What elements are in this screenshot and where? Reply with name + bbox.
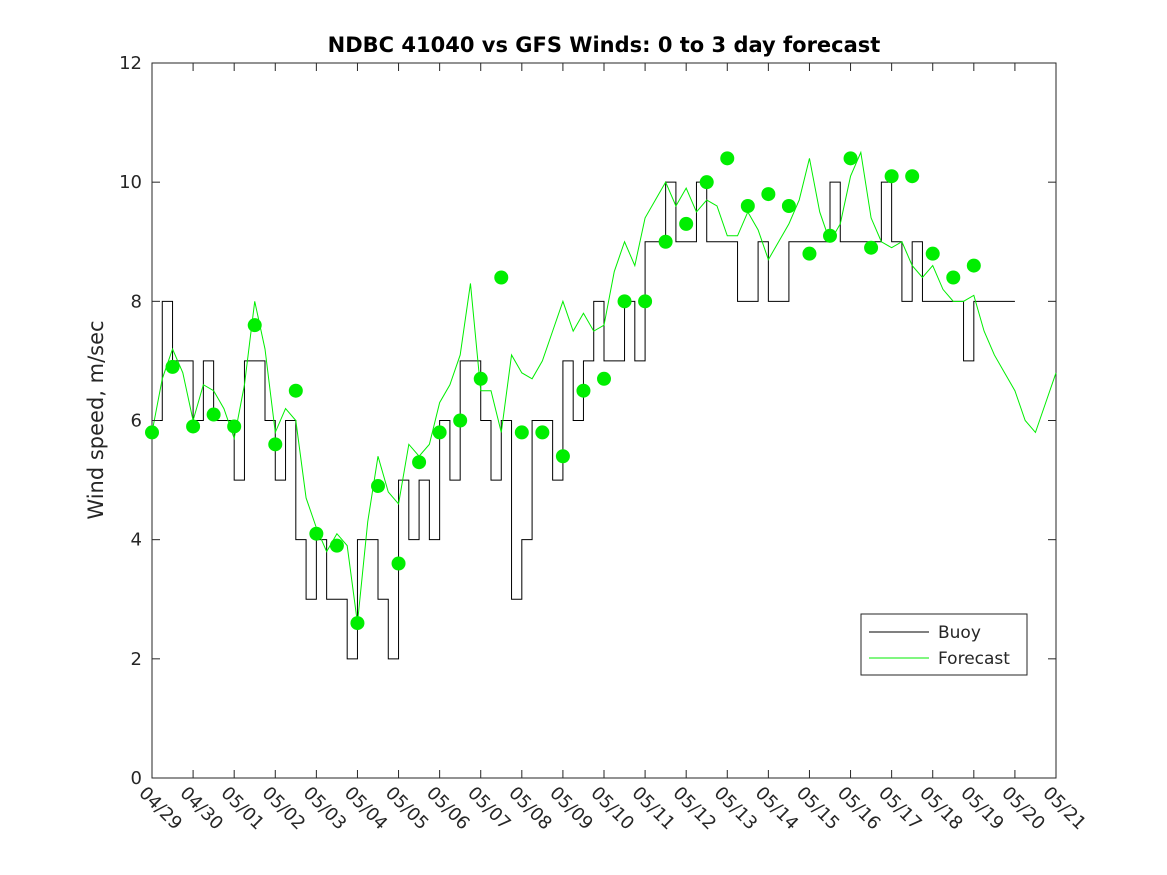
x-tick-label: 05/04 bbox=[340, 783, 392, 835]
y-tick-label: 2 bbox=[131, 649, 142, 670]
forecast-marker bbox=[145, 425, 159, 440]
x-tick-label: 05/18 bbox=[915, 783, 967, 835]
forecast-marker bbox=[802, 246, 817, 261]
forecast-marker bbox=[576, 383, 591, 398]
y-tick-label: 4 bbox=[131, 530, 142, 551]
forecast-marker bbox=[843, 151, 858, 166]
x-tick-label: 05/05 bbox=[381, 783, 433, 835]
forecast-marker bbox=[761, 187, 776, 202]
forecast-marker bbox=[247, 318, 262, 333]
legend-box bbox=[860, 613, 1028, 676]
x-tick-label: 05/07 bbox=[463, 783, 515, 835]
x-tick-label: 05/03 bbox=[299, 783, 351, 835]
forecast-marker bbox=[905, 169, 920, 184]
x-tick-label: 05/20 bbox=[997, 783, 1049, 835]
forecast-marker bbox=[288, 383, 303, 398]
forecast-marker bbox=[864, 240, 879, 255]
chart-legend: Buoy Forecast bbox=[860, 613, 1028, 676]
x-tick-label: 05/01 bbox=[217, 783, 269, 835]
forecast-marker bbox=[227, 419, 242, 434]
y-tick-label: 10 bbox=[119, 172, 142, 193]
forecast-marker bbox=[781, 199, 796, 213]
x-tick-label: 05/17 bbox=[874, 783, 926, 835]
y-tick-label: 12 bbox=[119, 53, 142, 74]
forecast-marker bbox=[206, 407, 221, 422]
x-tick-label: 05/13 bbox=[710, 783, 762, 835]
forecast-marker bbox=[823, 228, 837, 243]
forecast-marker bbox=[638, 294, 653, 309]
forecast-marker bbox=[309, 526, 324, 541]
y-tick-label: 8 bbox=[131, 291, 142, 312]
forecast-marker bbox=[946, 270, 961, 285]
forecast-marker bbox=[555, 449, 570, 464]
forecast-marker bbox=[597, 371, 611, 386]
forecast-marker bbox=[617, 294, 632, 309]
forecast-marker bbox=[494, 270, 509, 285]
forecast-marker bbox=[473, 371, 488, 386]
x-tick-label: 04/30 bbox=[176, 783, 228, 835]
chart-marks bbox=[145, 150, 1057, 660]
x-tick-label: 05/10 bbox=[586, 783, 638, 835]
series-line-forecast bbox=[151, 150, 1057, 624]
legend-label-buoy: Buoy bbox=[938, 623, 981, 643]
y-tick-label: 0 bbox=[131, 768, 142, 789]
forecast-marker bbox=[679, 216, 694, 231]
forecast-marker bbox=[884, 169, 899, 184]
x-tick-label: 05/11 bbox=[628, 783, 680, 835]
x-tick-label: 05/15 bbox=[792, 783, 844, 835]
forecast-marker bbox=[740, 199, 755, 213]
x-tick-label: 05/16 bbox=[833, 783, 885, 835]
forecast-marker bbox=[268, 437, 283, 452]
forecast-marker bbox=[350, 616, 365, 631]
forecast-marker bbox=[391, 556, 406, 571]
x-tick-label: 05/09 bbox=[545, 783, 597, 835]
forecast-marker bbox=[720, 151, 735, 166]
x-tick-label: 05/12 bbox=[669, 783, 721, 835]
forecast-marker bbox=[535, 425, 550, 440]
x-tick-label: 05/14 bbox=[751, 783, 803, 835]
y-axis-label: Wind speed, m/sec bbox=[84, 320, 108, 519]
legend-label-forecast: Forecast bbox=[938, 649, 1010, 669]
forecast-marker bbox=[658, 234, 673, 249]
forecast-marker bbox=[966, 258, 981, 273]
forecast-marker bbox=[371, 479, 385, 494]
y-tick-label: 6 bbox=[131, 411, 142, 432]
forecast-marker bbox=[165, 359, 180, 374]
forecast-marker bbox=[453, 413, 468, 428]
forecast-marker bbox=[925, 246, 940, 261]
forecast-marker bbox=[412, 455, 427, 470]
forecast-marker bbox=[329, 538, 344, 553]
forecast-marker bbox=[186, 419, 201, 434]
series-line-buoy bbox=[152, 181, 1015, 660]
forecast-marker bbox=[514, 425, 529, 440]
forecast-marker bbox=[432, 425, 447, 440]
x-tick-label: 05/02 bbox=[258, 783, 310, 835]
forecast-marker bbox=[699, 175, 714, 190]
x-tick-label: 04/29 bbox=[134, 783, 186, 835]
chart-title: NDBC 41040 vs GFS Winds: 0 to 3 day fore… bbox=[328, 33, 881, 57]
x-tick-label: 05/19 bbox=[956, 783, 1008, 835]
x-tick-label: 05/08 bbox=[504, 783, 556, 835]
x-tick-label: 05/06 bbox=[422, 783, 474, 835]
x-tick-label: 05/21 bbox=[1038, 783, 1090, 835]
